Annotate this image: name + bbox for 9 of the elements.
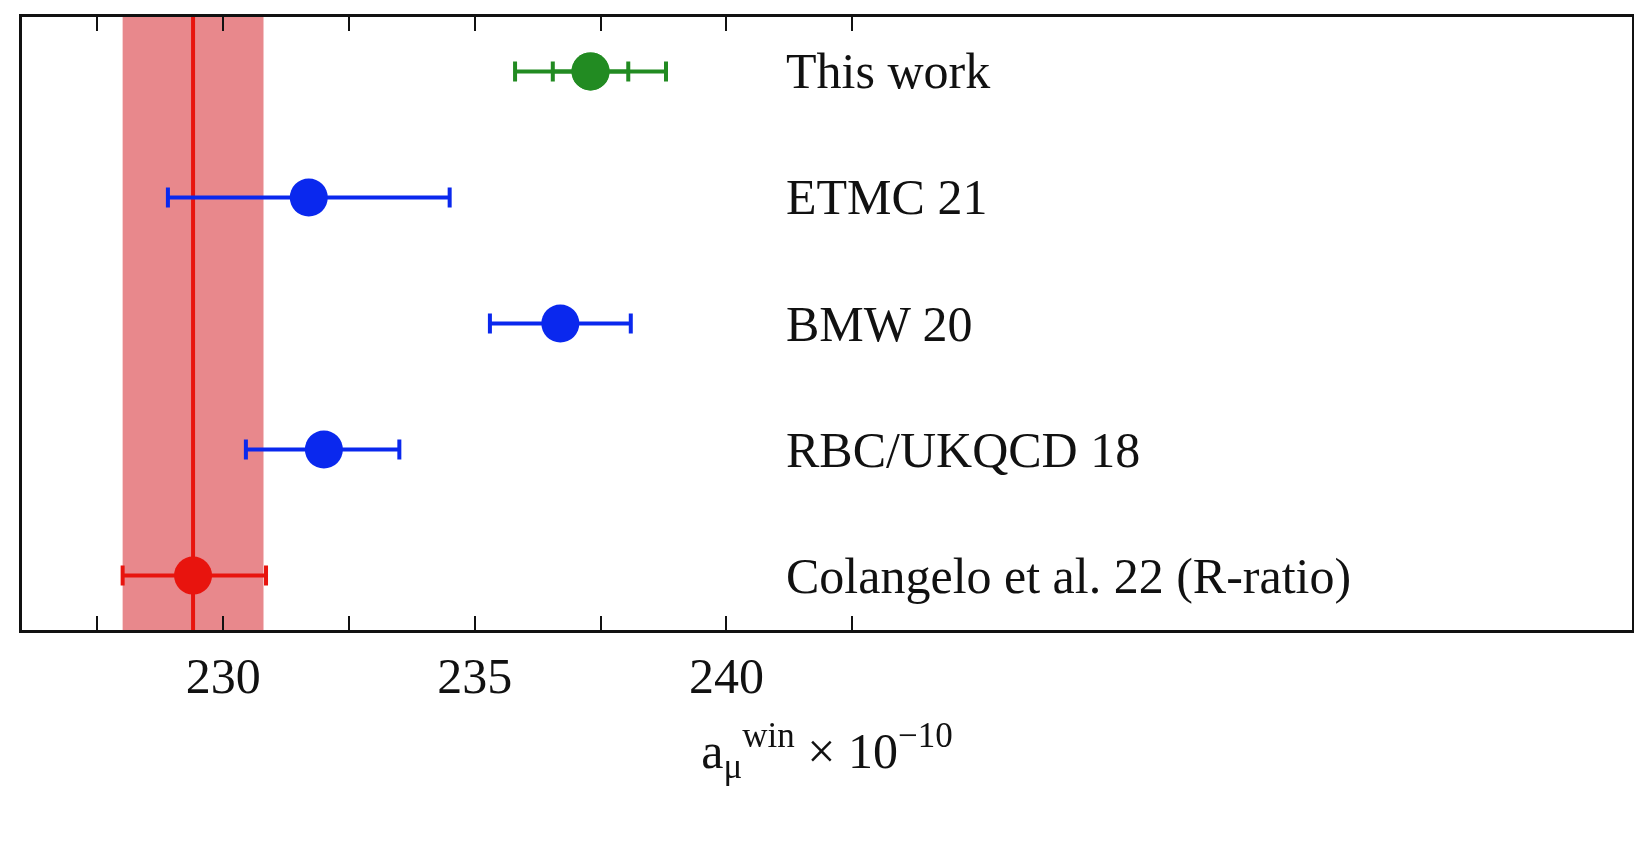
y-tick-label: This work [786,43,991,99]
x-axis-title: a$_{μ}$$^{win}$ × 10$^{−10}$ [701,715,953,786]
x-tick-label: 240 [688,648,764,704]
y-tick-label: RBC/UKQCD 18 [786,422,1141,478]
y-tick-label: ETMC 21 [786,169,988,225]
x-tick-label: 235 [437,648,513,704]
y-tick-label: BMW 20 [786,296,973,352]
y-tick-label: Colangelo et al. 22 (R-ratio) [786,548,1352,604]
x-tick-label: 230 [185,648,261,704]
